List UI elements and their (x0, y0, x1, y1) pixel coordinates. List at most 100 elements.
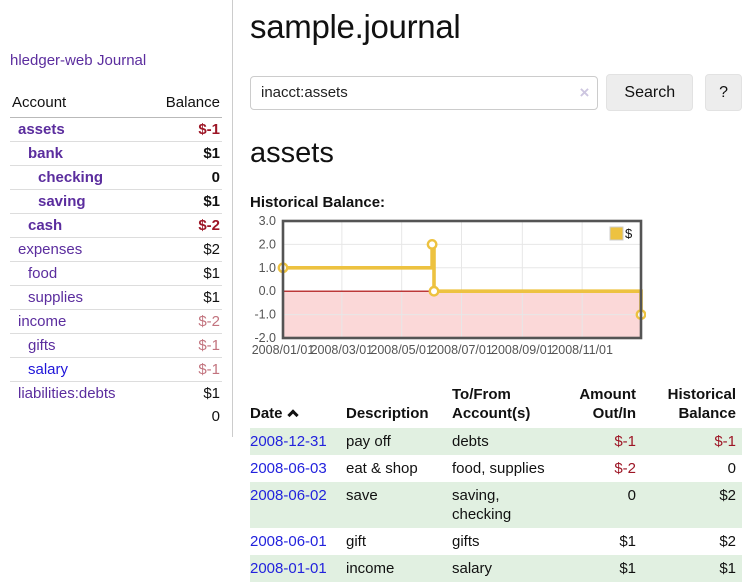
accounts-header-balance: Balance (148, 90, 222, 118)
accounts-header-row: Account Balance (10, 90, 222, 118)
account-link-income[interactable]: income (18, 313, 67, 330)
transaction-accounts: food, supplies (452, 460, 545, 477)
account-balance: $2 (148, 237, 222, 262)
account-balance: $-1 (148, 333, 222, 358)
account-link-gifts[interactable]: gifts (28, 337, 56, 354)
account-link-bank[interactable]: bank (28, 145, 64, 162)
sidebar-item-journal[interactable]: Journal (97, 52, 147, 69)
transaction-description: pay off (346, 433, 391, 450)
account-balance: $-1 (148, 357, 222, 382)
y-tick-label: 0.0 (259, 284, 276, 298)
transaction-balance: 0 (727, 460, 736, 477)
transaction-amount: 0 (627, 487, 636, 504)
main-content: sample.journal × Search ? assets Histori… (250, 0, 742, 582)
transaction-amount: $-1 (614, 433, 636, 450)
y-tick-label: 1.0 (259, 261, 276, 275)
register-row: 2008-01-01 income salary $1 $1 (250, 555, 742, 582)
account-link-cash[interactable]: cash (28, 217, 63, 234)
search-input-wrap: × (250, 75, 599, 110)
x-tick-label: 2008/11/01 (551, 343, 613, 357)
sidebar: hledger-web Journal Account Balance asse… (0, 0, 233, 437)
sort-ascending-icon (286, 409, 299, 421)
register-header-row: Date Description To/From Account(s) Amou… (250, 382, 742, 428)
account-balance: $-2 (148, 309, 222, 334)
transaction-accounts: debts (452, 433, 489, 450)
account-row: checking 0 (10, 165, 222, 190)
account-row: saving $1 (10, 189, 222, 214)
account-balance: $1 (148, 141, 222, 166)
transaction-description: eat & shop (346, 460, 418, 477)
account-balance: $1 (148, 189, 222, 214)
register-header-balance: Historical Balance (667, 386, 736, 422)
accounts-table: Account Balance assets $-1 bank $1 checking 0… (10, 90, 222, 428)
historical-balance-chart: $3.0 2.0 1.0 0.0 -1.0 -2.0 2008/01/01 2008/03/0… (246, 214, 647, 368)
transaction-accounts: gifts (452, 533, 480, 550)
register-table: Date Description To/From Account(s) Amou… (250, 382, 742, 582)
accounts-total-row: 0 (10, 405, 222, 428)
transaction-date-link[interactable]: 2008-12-31 (250, 433, 327, 450)
transaction-description: income (346, 560, 395, 577)
clear-search-icon[interactable]: × (579, 82, 590, 102)
transaction-date-link[interactable]: 2008-06-01 (250, 533, 327, 550)
account-row: food $1 (10, 261, 222, 286)
account-link-supplies[interactable]: supplies (28, 289, 84, 306)
register-header-description: Description (346, 405, 429, 422)
y-tick-label: 3.0 (259, 215, 276, 228)
accounts-header-account: Account (10, 90, 149, 118)
transaction-balance: $2 (719, 487, 736, 504)
register-row: 2008-12-31 pay off debts $-1 $-1 (250, 428, 742, 455)
transaction-date-link[interactable]: 2008-06-02 (250, 487, 327, 504)
account-row: expenses $2 (10, 237, 222, 262)
transaction-accounts: saving, checking (452, 487, 512, 523)
chart-svg: $3.0 2.0 1.0 0.0 -1.0 -2.02008/01/012008/03/0… (252, 214, 647, 357)
transaction-balance: $-1 (714, 433, 736, 450)
transaction-amount: $1 (619, 560, 636, 577)
account-row: income $-2 (10, 309, 222, 334)
app-brand-link[interactable]: hledger-web (10, 52, 93, 69)
chart-heading: Historical Balance: (250, 194, 386, 211)
help-button[interactable]: ? (705, 74, 742, 111)
search-button[interactable]: Search (606, 74, 694, 111)
account-row: liabilities:debts $1 (10, 381, 222, 405)
account-balance: $1 (148, 285, 222, 310)
account-link-assets[interactable]: assets (18, 121, 65, 138)
transaction-description: gift (346, 533, 367, 550)
search-bar: × Search ? (250, 74, 742, 111)
page-title: sample.journal (250, 8, 461, 45)
register-row: 2008-06-01 gift gifts $1 $2 (250, 528, 742, 555)
account-row: cash $-2 (10, 213, 222, 238)
account-row: assets $-1 (10, 118, 222, 142)
transaction-balance: $1 (719, 560, 736, 577)
y-tick-label: -1.0 (254, 308, 276, 322)
legend-label: $ (625, 226, 633, 241)
x-tick-label: 2008/03/01 (311, 343, 374, 357)
transaction-date-link[interactable]: 2008-06-03 (250, 460, 327, 477)
account-link-saving[interactable]: saving (38, 193, 86, 210)
chart-marker (428, 285, 440, 297)
register-header-date[interactable]: Date (250, 382, 346, 428)
register-header-accounts: To/From Account(s) (452, 386, 531, 422)
account-balance: 0 (148, 165, 222, 190)
account-link-food[interactable]: food (28, 265, 58, 282)
account-balance: $-2 (148, 213, 222, 238)
register-row: 2008-06-03 eat & shop food, supplies $-2 0 (250, 455, 742, 482)
account-balance: $1 (148, 261, 222, 286)
account-link-liabilities-debts[interactable]: liabilities:debts (18, 385, 116, 402)
x-tick-label: 2008/05/01 (370, 343, 433, 357)
accounts-total-spacer (10, 405, 148, 428)
chart-marker (426, 239, 438, 250)
account-link-expenses[interactable]: expenses (18, 241, 83, 258)
transaction-amount: $-2 (614, 460, 636, 477)
account-heading: assets (250, 137, 334, 169)
transaction-description: save (346, 487, 378, 504)
search-input[interactable] (250, 75, 599, 110)
account-row: supplies $1 (10, 285, 222, 310)
account-link-checking[interactable]: checking (38, 169, 104, 186)
transaction-balance: $2 (719, 533, 736, 550)
account-link-salary[interactable]: salary (28, 361, 69, 378)
transaction-date-link[interactable]: 2008-01-01 (250, 560, 327, 577)
register-row: 2008-06-02 save saving, checking 0 $2 (250, 482, 742, 528)
account-row: salary $-1 (10, 357, 222, 382)
accounts-total-value: 0 (211, 408, 220, 425)
legend-swatch (609, 226, 624, 241)
